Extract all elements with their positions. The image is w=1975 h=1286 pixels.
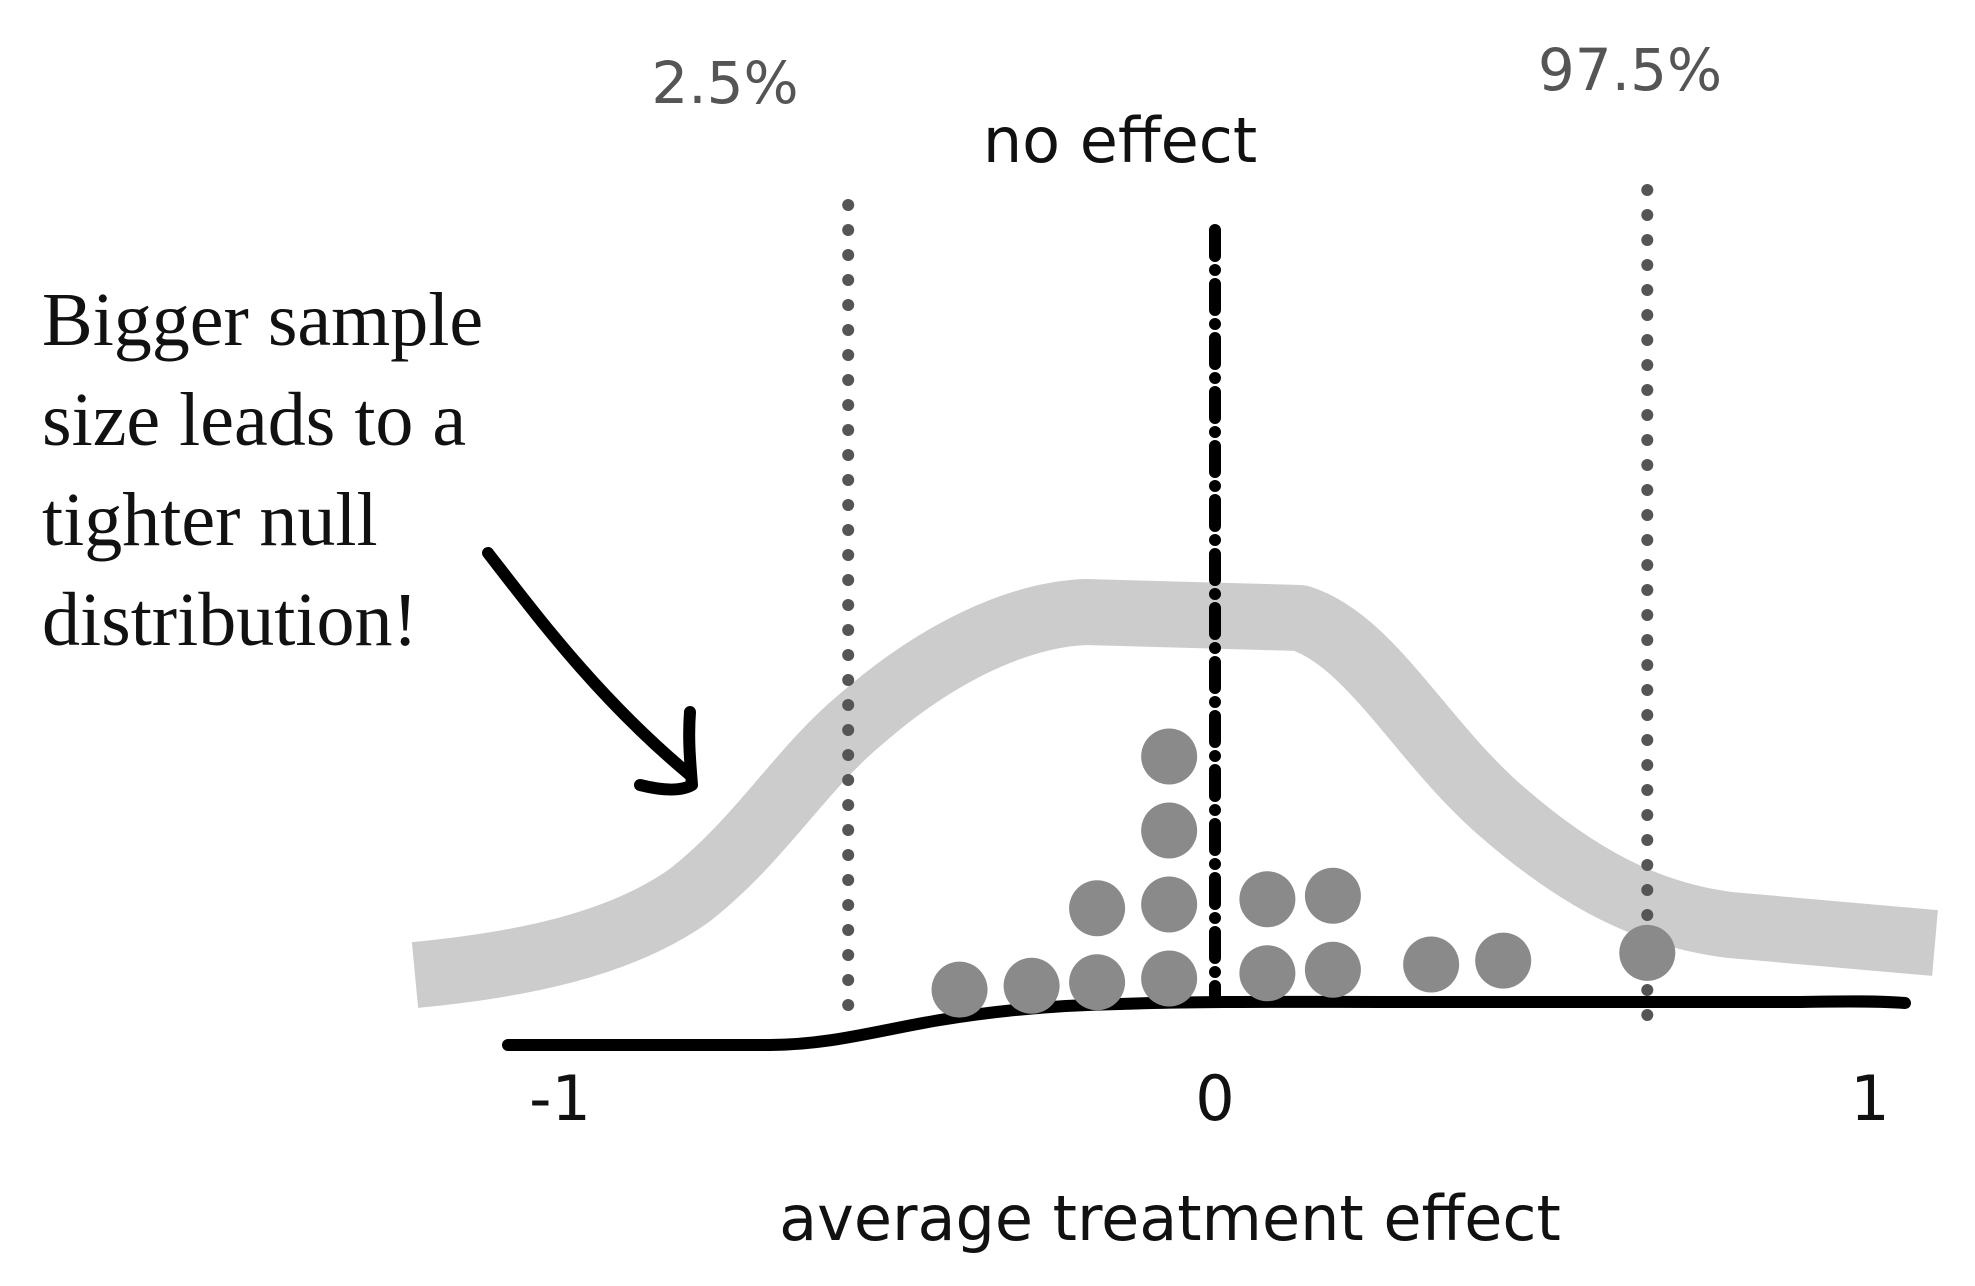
sample-dot [1403, 936, 1460, 993]
sample-dot [1141, 802, 1198, 859]
annotation-line-3: tighter null [42, 478, 378, 562]
sample-dot [1003, 957, 1060, 1014]
x-tick-label: 0 [1195, 1062, 1234, 1135]
wide-null-curve [411, 579, 1938, 1008]
sample-dot [931, 961, 988, 1018]
annotation-text: Bigger sample size leads to a tighter nu… [42, 278, 483, 662]
x-tick-label: -1 [529, 1062, 591, 1135]
sample-dot [1475, 932, 1532, 989]
lower-percentile-label: 2.5% [651, 49, 798, 117]
sample-dot [1304, 941, 1361, 998]
sample-dot [1141, 728, 1198, 785]
no-effect-label: no effect [983, 104, 1257, 177]
annotation-arrowhead [634, 706, 698, 796]
annotation-line-4: distribution! [42, 578, 418, 662]
sample-dot [1069, 954, 1126, 1011]
sample-dot [1141, 950, 1198, 1007]
annotation-line-1: Bigger sample [42, 278, 483, 362]
annotation-line-2: size leads to a [42, 378, 466, 462]
x-tick-label: 1 [1850, 1062, 1889, 1135]
sample-dot [1239, 871, 1296, 928]
sample-dot [1304, 867, 1361, 924]
upper-percentile-label: 97.5% [1538, 36, 1722, 104]
sample-dot [1141, 876, 1198, 933]
annotation-arrow [482, 547, 696, 781]
x-axis-title: average treatment effect [779, 1182, 1561, 1255]
sample-dot [1619, 924, 1676, 981]
sample-dot [1239, 945, 1296, 1002]
narrow-null-curve [502, 995, 1911, 1051]
sample-dot [1069, 880, 1126, 937]
